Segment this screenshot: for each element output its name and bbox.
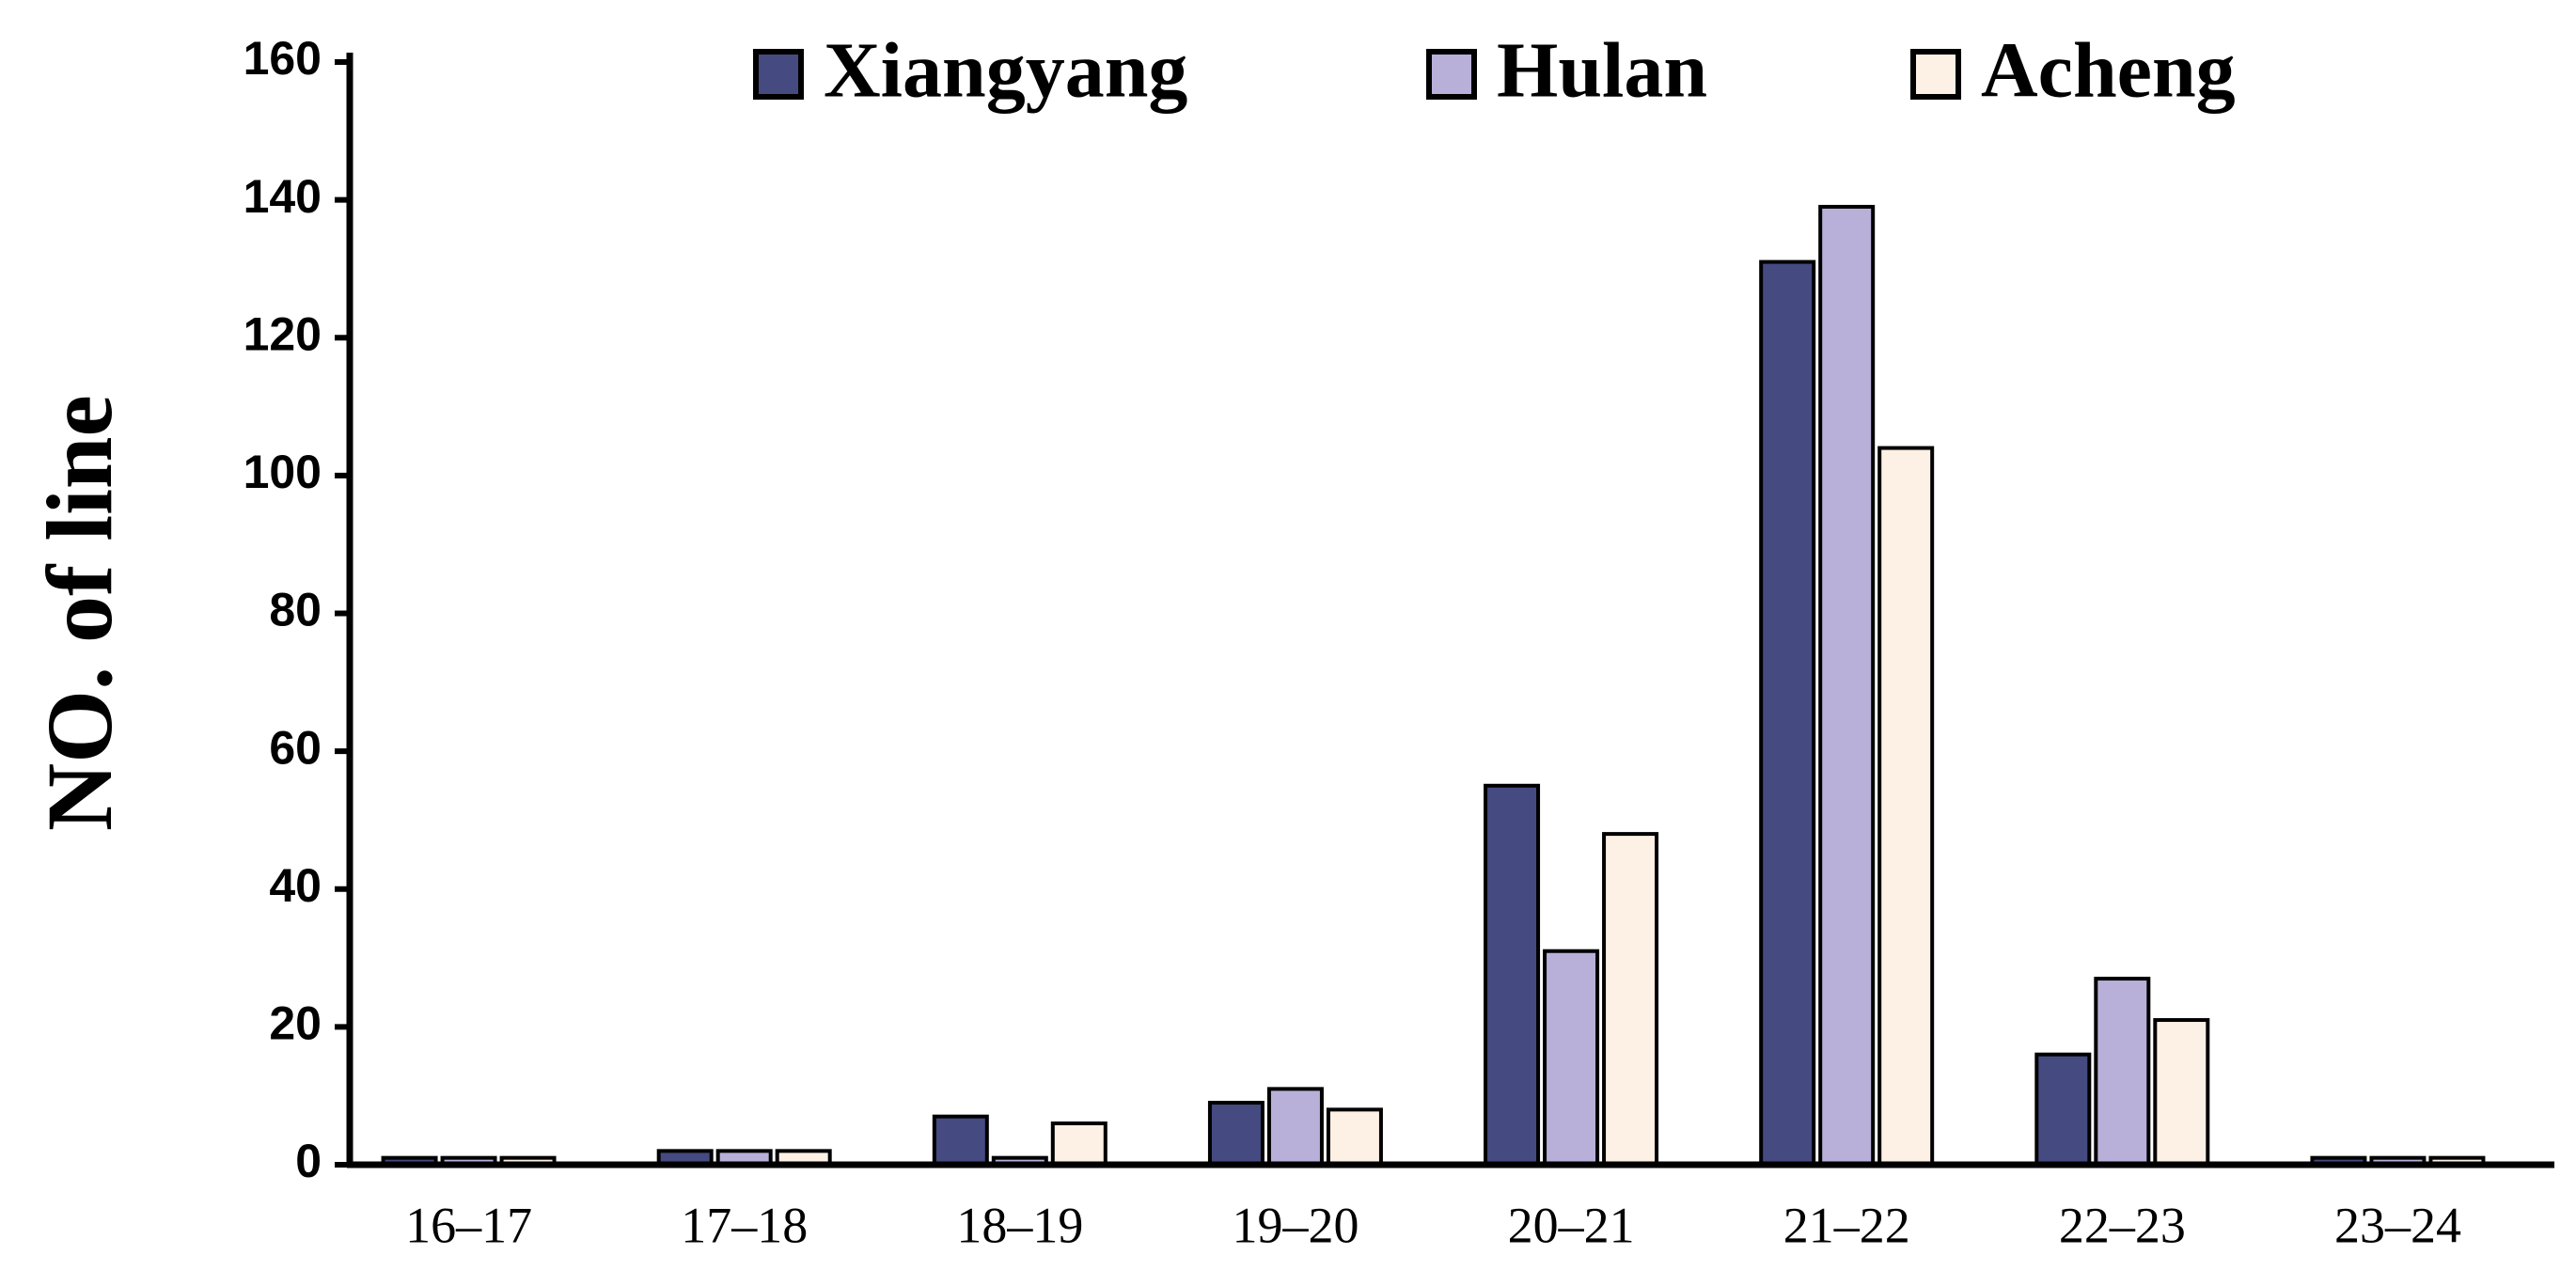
bar xyxy=(1759,259,1816,1167)
x-tick-label: 16–17 xyxy=(405,1197,532,1253)
y-tick-label: 60 xyxy=(269,721,322,774)
legend-swatch xyxy=(1426,49,1477,100)
bar xyxy=(2153,1018,2210,1167)
x-tick-label: 22–23 xyxy=(2059,1197,2186,1253)
x-tick-label: 19–20 xyxy=(1232,1197,1359,1253)
x-tick-label: 18–19 xyxy=(956,1197,1083,1253)
legend-label: Hulan xyxy=(1497,26,1707,114)
y-tick-label: 80 xyxy=(269,584,322,636)
y-tick-label: 140 xyxy=(243,170,322,223)
x-tick-label: 23–24 xyxy=(2334,1197,2461,1253)
y-tick-label: 0 xyxy=(295,1135,322,1187)
y-axis-label: NO. of line xyxy=(27,395,132,831)
x-tick-label: 20–21 xyxy=(1508,1197,1635,1253)
bar xyxy=(1207,1101,1264,1168)
y-tick-label: 20 xyxy=(269,997,322,1050)
y-tick-label: 160 xyxy=(243,32,322,85)
x-tick-label: 21–22 xyxy=(1783,1197,1910,1253)
bar xyxy=(1543,949,1600,1168)
bar xyxy=(1266,1087,1324,1167)
legend-swatch xyxy=(1910,49,1961,100)
y-tick-label: 100 xyxy=(243,446,322,498)
bar xyxy=(1818,204,1876,1168)
x-tick-label: 17–18 xyxy=(681,1197,808,1253)
legend-label: Xiangyang xyxy=(824,26,1187,114)
bar xyxy=(1050,1121,1107,1167)
bar xyxy=(1602,832,1659,1167)
legend-label: Acheng xyxy=(1981,26,2236,114)
legend-swatch xyxy=(753,49,804,100)
bar xyxy=(2034,1052,2092,1167)
bar xyxy=(1326,1107,1383,1167)
bar xyxy=(1484,783,1541,1167)
bar xyxy=(2094,977,2151,1168)
bar xyxy=(932,1114,989,1168)
y-tick-label: 40 xyxy=(269,859,322,912)
y-tick-label: 120 xyxy=(243,307,322,360)
bar xyxy=(1877,446,1935,1167)
